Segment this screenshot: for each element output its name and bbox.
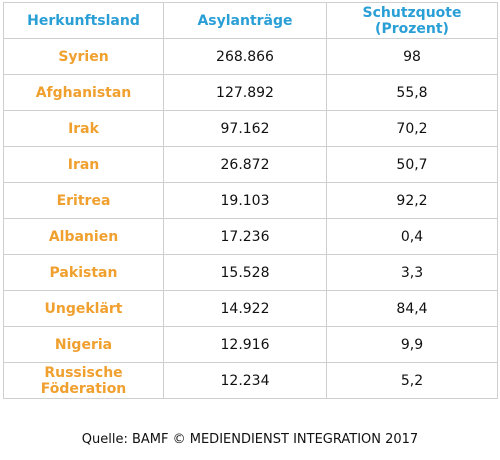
- applications-cell: 268.866: [163, 38, 327, 75]
- header-protection-rate: Schutzquote (Prozent): [326, 2, 498, 39]
- asylum-table-container: Herkunftsland Asylanträge Schutzquote (P…: [3, 2, 498, 399]
- table-row: Eritrea 19.103 92,2: [3, 182, 498, 219]
- protection-rate-cell: 50,7: [326, 146, 498, 183]
- table-row: Afghanistan 127.892 55,8: [3, 74, 498, 111]
- country-cell: Albanien: [3, 218, 164, 255]
- protection-rate-cell: 9,9: [326, 326, 498, 363]
- table-row: Nigeria 12.916 9,9: [3, 326, 498, 363]
- country-cell: Irak: [3, 110, 164, 147]
- protection-rate-cell: 98: [326, 38, 498, 75]
- applications-cell: 127.892: [163, 74, 327, 111]
- protection-rate-cell: 92,2: [326, 182, 498, 219]
- table-row: Syrien 268.866 98: [3, 38, 498, 75]
- protection-rate-cell: 55,8: [326, 74, 498, 111]
- applications-cell: 26.872: [163, 146, 327, 183]
- applications-cell: 17.236: [163, 218, 327, 255]
- protection-rate-cell: 0,4: [326, 218, 498, 255]
- protection-rate-cell: 3,3: [326, 254, 498, 291]
- country-cell: Russische Föderation: [3, 362, 164, 399]
- table-row: Irak 97.162 70,2: [3, 110, 498, 147]
- table-row: Albanien 17.236 0,4: [3, 218, 498, 255]
- header-country: Herkunftsland: [3, 2, 164, 39]
- country-cell: Pakistan: [3, 254, 164, 291]
- country-cell: Syrien: [3, 38, 164, 75]
- applications-cell: 12.916: [163, 326, 327, 363]
- header-applications: Asylanträge: [163, 2, 327, 39]
- country-cell: Eritrea: [3, 182, 164, 219]
- protection-rate-cell: 5,2: [326, 362, 498, 399]
- country-cell: Nigeria: [3, 326, 164, 363]
- table-row: Russische Föderation 12.234 5,2: [3, 362, 498, 399]
- applications-cell: 14.922: [163, 290, 327, 327]
- protection-rate-cell: 84,4: [326, 290, 498, 327]
- country-cell: Ungeklärt: [3, 290, 164, 327]
- protection-rate-cell: 70,2: [326, 110, 498, 147]
- applications-cell: 15.528: [163, 254, 327, 291]
- asylum-table: Herkunftsland Asylanträge Schutzquote (P…: [3, 2, 498, 399]
- table-header-row: Herkunftsland Asylanträge Schutzquote (P…: [3, 2, 498, 39]
- table-row: Iran 26.872 50,7: [3, 146, 498, 183]
- source-caption: Quelle: BAMF © MEDIENDIENST INTEGRATION …: [81, 432, 419, 447]
- table-row: Pakistan 15.528 3,3: [3, 254, 498, 291]
- table-row: Ungeklärt 14.922 84,4: [3, 290, 498, 327]
- country-cell: Afghanistan: [3, 74, 164, 111]
- applications-cell: 97.162: [163, 110, 327, 147]
- country-cell: Iran: [3, 146, 164, 183]
- applications-cell: 19.103: [163, 182, 327, 219]
- applications-cell: 12.234: [163, 362, 327, 399]
